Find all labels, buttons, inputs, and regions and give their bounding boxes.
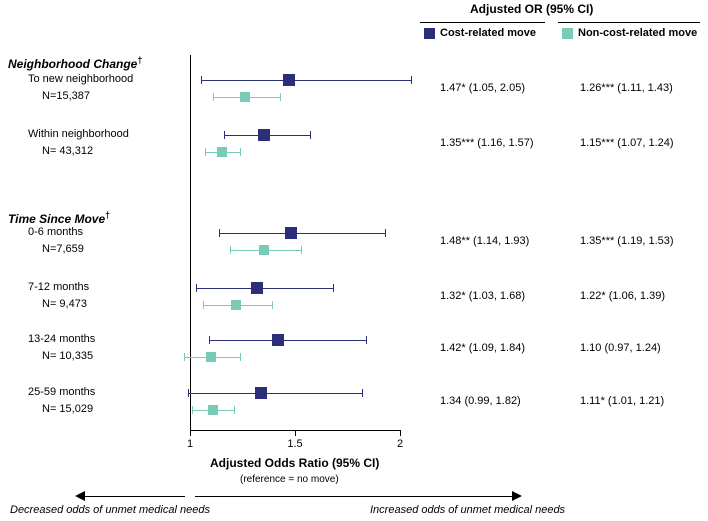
point-noncost-1-2 — [206, 352, 216, 362]
row-label: 7-12 months — [28, 281, 89, 293]
or-text-noncost: 1.11* (1.01, 1.21) — [580, 395, 664, 407]
legend-label-noncost: Non-cost-related move — [578, 27, 697, 39]
ci-noncost-0-0-cap-hi — [280, 93, 281, 101]
arrow-left-head — [75, 491, 85, 501]
forest-plot-figure: Adjusted OR (95% CI) Cost-related move Non… — [0, 0, 708, 521]
ci-cost-1-2-line — [209, 340, 367, 341]
footnote-left: Decreased odds of unmet medical needs — [10, 504, 210, 516]
x-tick-label: 2 — [385, 438, 415, 450]
point-noncost-0-1 — [217, 147, 227, 157]
point-noncost-1-0 — [259, 245, 269, 255]
point-noncost-1-3 — [208, 405, 218, 415]
arrow-right-head — [512, 491, 522, 501]
legend-swatch-noncost — [562, 28, 573, 39]
point-cost-1-1 — [251, 282, 263, 294]
ci-noncost-1-1-cap-lo — [203, 301, 204, 309]
ci-cost-1-2-cap-hi — [366, 336, 367, 344]
or-text-cost: 1.32* (1.03, 1.68) — [440, 290, 525, 302]
header-underline-left — [420, 22, 545, 23]
row-n: N=7,659 — [42, 243, 84, 255]
row-n: N= 15,029 — [42, 403, 93, 415]
header-title: Adjusted OR (95% CI) — [470, 2, 593, 16]
or-text-cost: 1.48** (1.14, 1.93) — [440, 235, 529, 247]
point-noncost-0-0 — [240, 92, 250, 102]
or-text-cost: 1.35*** (1.16, 1.57) — [440, 137, 534, 149]
arrow-right-line — [195, 496, 512, 497]
point-cost-1-0 — [285, 227, 297, 239]
reference-line — [190, 55, 191, 430]
row-label: To new neighborhood — [28, 73, 133, 85]
ci-cost-0-1-cap-hi — [310, 131, 311, 139]
ci-noncost-1-0-cap-hi — [301, 246, 302, 254]
point-noncost-1-1 — [231, 300, 241, 310]
legend-swatch-cost — [424, 28, 435, 39]
point-cost-0-1 — [258, 129, 270, 141]
x-tick — [190, 430, 191, 436]
ci-cost-1-1-line — [196, 288, 333, 289]
ci-cost-1-0-line — [219, 233, 385, 234]
header-underline-right — [558, 22, 700, 23]
point-cost-0-0 — [283, 74, 295, 86]
ci-noncost-1-1-cap-hi — [272, 301, 273, 309]
or-text-noncost: 1.22* (1.06, 1.39) — [580, 290, 665, 302]
x-axis-label: Adjusted Odds Ratio (95% CI) — [210, 456, 379, 470]
x-tick — [400, 430, 401, 436]
x-tick — [295, 430, 296, 436]
ci-noncost-1-0-cap-lo — [230, 246, 231, 254]
or-text-noncost: 1.26*** (1.11, 1.43) — [580, 82, 673, 94]
ci-noncost-1-2-cap-hi — [240, 353, 241, 361]
row-n: N= 9,473 — [42, 298, 87, 310]
point-cost-1-3 — [255, 387, 267, 399]
row-label: 13-24 months — [28, 333, 95, 345]
ci-cost-0-0-line — [201, 80, 411, 81]
ci-cost-1-0-cap-lo — [219, 229, 220, 237]
ci-cost-1-1-cap-hi — [333, 284, 334, 292]
ci-noncost-0-1-cap-lo — [205, 148, 206, 156]
or-text-cost: 1.42* (1.09, 1.84) — [440, 342, 525, 354]
or-text-noncost: 1.10 (0.97, 1.24) — [580, 342, 661, 354]
legend-label-cost: Cost-related move — [440, 27, 536, 39]
row-n: N= 43,312 — [42, 145, 93, 157]
row-label: 0-6 months — [28, 226, 83, 238]
footnote-right: Increased odds of unmet medical needs — [370, 504, 565, 516]
arrow-left-line — [83, 496, 185, 497]
row-label: 25-59 months — [28, 386, 95, 398]
reference-text: (reference = no move) — [240, 474, 339, 485]
ci-cost-1-3-cap-hi — [362, 389, 363, 397]
ci-noncost-1-3-cap-lo — [192, 406, 193, 414]
or-text-cost: 1.34 (0.99, 1.82) — [440, 395, 521, 407]
ci-noncost-1-3-cap-hi — [234, 406, 235, 414]
section-title: Neighborhood Change† — [8, 55, 142, 71]
ci-cost-1-3-line — [188, 393, 362, 394]
ci-cost-0-0-cap-lo — [201, 76, 202, 84]
or-text-cost: 1.47* (1.05, 2.05) — [440, 82, 525, 94]
ci-cost-0-0-cap-hi — [411, 76, 412, 84]
row-label: Within neighborhood — [28, 128, 129, 140]
row-n: N= 10,335 — [42, 350, 93, 362]
ci-cost-1-2-cap-lo — [209, 336, 210, 344]
ci-cost-1-0-cap-hi — [385, 229, 386, 237]
section-title: Time Since Move† — [8, 210, 110, 226]
or-text-noncost: 1.35*** (1.19, 1.53) — [580, 235, 674, 247]
point-cost-1-2 — [272, 334, 284, 346]
ci-cost-0-1-cap-lo — [224, 131, 225, 139]
ci-cost-1-3-cap-lo — [188, 389, 189, 397]
ci-noncost-0-1-cap-hi — [240, 148, 241, 156]
x-tick-label: 1.5 — [280, 438, 310, 450]
ci-noncost-0-0-cap-lo — [213, 93, 214, 101]
ci-noncost-1-2-cap-lo — [184, 353, 185, 361]
x-tick-label: 1 — [175, 438, 205, 450]
ci-cost-1-1-cap-lo — [196, 284, 197, 292]
or-text-noncost: 1.15*** (1.07, 1.24) — [580, 137, 674, 149]
row-n: N=15,387 — [42, 90, 90, 102]
